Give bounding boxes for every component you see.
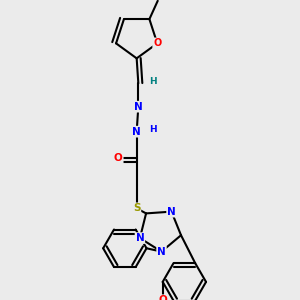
Text: N: N xyxy=(136,233,144,243)
Text: O: O xyxy=(158,295,167,300)
Text: H: H xyxy=(149,77,157,86)
Text: O: O xyxy=(114,153,123,163)
Text: O: O xyxy=(153,38,161,48)
Text: N: N xyxy=(132,127,141,137)
Text: N: N xyxy=(157,247,166,256)
Text: S: S xyxy=(133,203,140,213)
Text: N: N xyxy=(134,102,143,112)
Text: N: N xyxy=(167,207,176,217)
Text: H: H xyxy=(149,125,157,134)
